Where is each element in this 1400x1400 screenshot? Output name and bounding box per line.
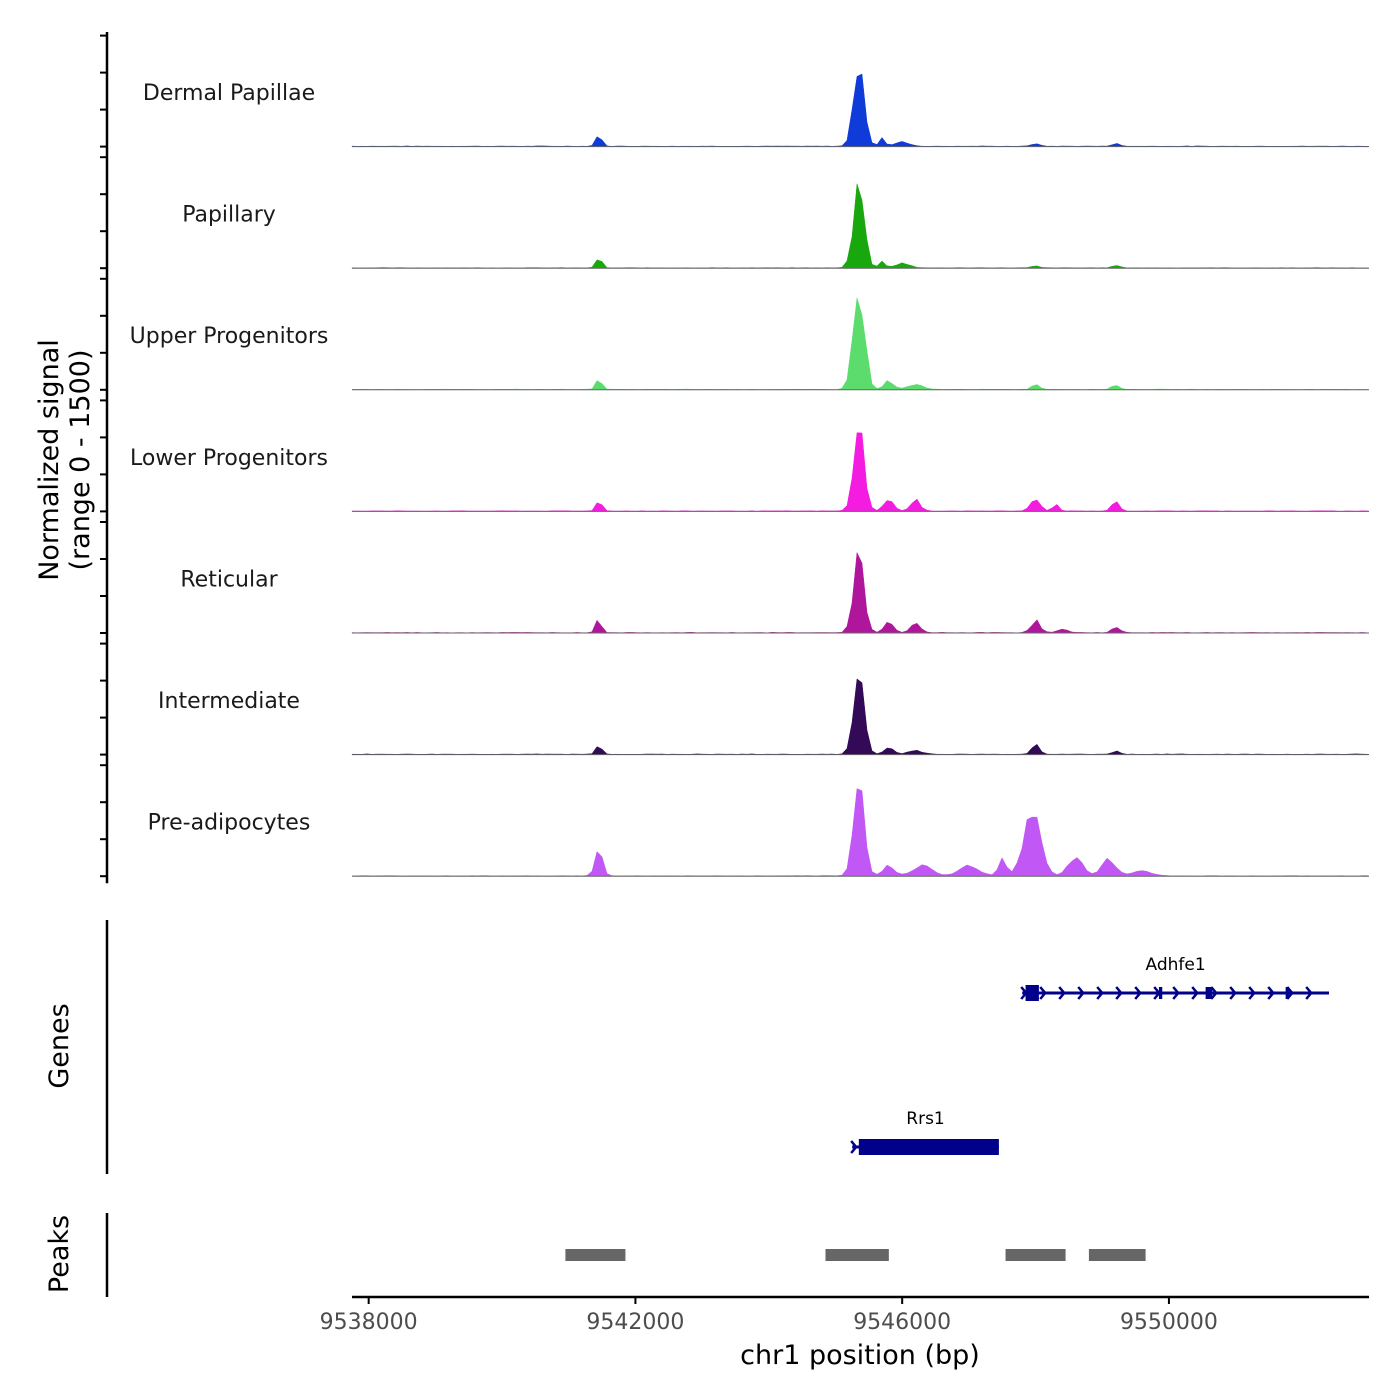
- gene-exon: [1205, 987, 1213, 999]
- x-tick-label: 9538000: [320, 1310, 418, 1335]
- gene-exon: [1158, 987, 1163, 999]
- strand-arrow: [1058, 986, 1066, 1000]
- strand-arrow: [1248, 986, 1256, 1000]
- gene-exon: [858, 1139, 999, 1155]
- coverage-tracks: Dermal Papillae Papillary Upper Progenitor…: [100, 32, 1370, 884]
- track-label: Reticular: [180, 567, 278, 592]
- track-label: Pre-adipocytes: [148, 811, 311, 836]
- strand-arrow: [1229, 986, 1237, 1000]
- coverage-track: Lower Progenitors: [100, 399, 1370, 513]
- coverage-track: Reticular: [100, 521, 1370, 634]
- signal-area: [351, 788, 1370, 877]
- signal-area: [351, 183, 1370, 269]
- y-axis-title-line1: Normalized signal: [34, 339, 65, 581]
- peak-region: [565, 1249, 626, 1261]
- x-tick-label: 9550000: [1120, 1310, 1218, 1335]
- signal-area: [351, 73, 1370, 147]
- gene-label: Adhfe1: [1146, 955, 1206, 975]
- strand-arrow: [1305, 986, 1313, 1000]
- peaks-panel-title: Peaks: [44, 1215, 75, 1293]
- gene-annotations: Adhfe1 Rrs1: [850, 955, 1329, 1155]
- signal-area: [351, 432, 1370, 512]
- gene: Rrs1: [850, 1109, 999, 1155]
- signal-area: [351, 551, 1370, 634]
- coverage-track: Papillary: [100, 156, 1370, 270]
- gene-label: Rrs1: [906, 1109, 944, 1129]
- coverage-track: Dermal Papillae: [100, 34, 1370, 148]
- gene-exon: [1025, 985, 1039, 1001]
- strand-arrow: [1077, 986, 1085, 1000]
- peak-region: [1005, 1249, 1066, 1261]
- strand-arrow: [1096, 986, 1104, 1000]
- strand-arrow: [1134, 986, 1142, 1000]
- strand-arrow: [850, 1140, 858, 1154]
- track-label: Upper Progenitors: [130, 324, 329, 349]
- strand-arrow: [1191, 986, 1199, 1000]
- coverage-track: Pre-adipocytes: [100, 764, 1370, 878]
- strand-arrow: [1115, 986, 1123, 1000]
- y-axis-title: Normalized signal (range 0 - 1500): [34, 339, 96, 581]
- signal-area: [351, 297, 1370, 391]
- x-tick-label: 9546000: [853, 1310, 951, 1335]
- coverage-track: Intermediate: [100, 642, 1370, 756]
- peak-region: [1088, 1249, 1146, 1261]
- strand-arrow: [1172, 986, 1180, 1000]
- gene-exon: [1285, 987, 1289, 999]
- track-label: Intermediate: [158, 689, 300, 714]
- gene: Adhfe1: [1020, 955, 1329, 1001]
- peak-regions: [565, 1249, 1146, 1261]
- y-axis-title-line2: (range 0 - 1500): [65, 350, 96, 571]
- track-label: Dermal Papillae: [143, 81, 315, 106]
- x-axis-ticks: 9538000 9542000 9546000 9550000: [320, 1297, 1218, 1335]
- peak-region: [825, 1249, 889, 1261]
- x-tick-label: 9542000: [586, 1310, 684, 1335]
- coverage-track: Upper Progenitors: [100, 277, 1370, 391]
- genes-panel-title: Genes: [44, 1003, 75, 1088]
- strand-arrow: [1267, 986, 1275, 1000]
- x-axis-title: chr1 position (bp): [740, 1340, 980, 1371]
- signal-area: [351, 678, 1370, 755]
- track-label: Papillary: [182, 203, 276, 228]
- strand-arrow: [1210, 986, 1218, 1000]
- strand-arrow: [1039, 986, 1047, 1000]
- track-label: Lower Progenitors: [130, 446, 328, 471]
